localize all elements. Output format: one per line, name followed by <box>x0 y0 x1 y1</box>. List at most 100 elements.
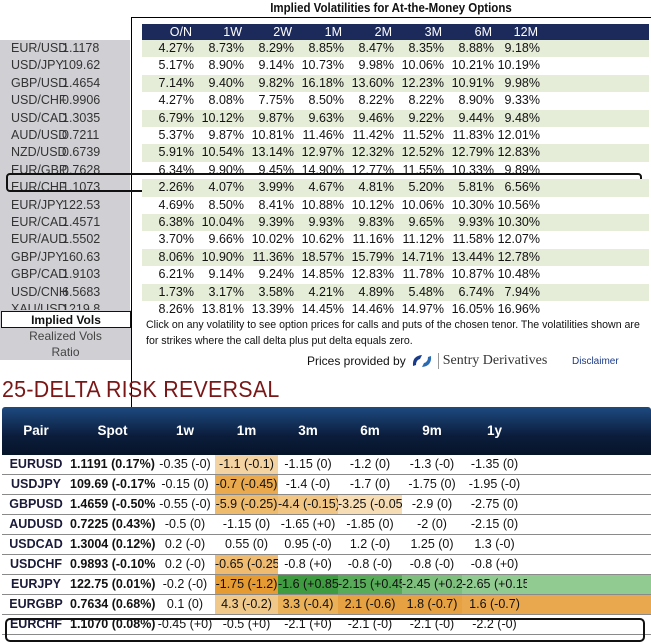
vol-cell[interactable]: 9.14% <box>208 267 244 282</box>
sidebar-pair-row[interactable]: USD/CNH 6.5683 <box>0 284 130 301</box>
vol-cell[interactable]: 12.07% <box>497 232 540 247</box>
vol-cell[interactable]: 12.32% <box>351 145 394 160</box>
vol-cell[interactable]: 14.71% <box>401 249 444 264</box>
vol-cell[interactable]: 9.14% <box>258 58 294 73</box>
rr-cell[interactable]: -1.65 (+0) <box>280 517 336 531</box>
vol-cell[interactable]: 10.12% <box>201 110 244 125</box>
rr-cell[interactable]: 0.2 (-0) <box>164 537 206 551</box>
vol-cell[interactable]: 13.14% <box>251 145 294 160</box>
rr-cell[interactable]: -0.8 (-0) <box>409 557 455 571</box>
rr-cell[interactable]: -1.15 (0) <box>284 457 332 471</box>
vol-cell[interactable]: 8.90% <box>208 58 244 73</box>
vol-cell[interactable]: 10.90% <box>201 249 244 264</box>
rr-cell[interactable]: -1.35 (0) <box>470 457 519 471</box>
vol-cell[interactable]: 12.78% <box>497 249 540 264</box>
vol-cell[interactable]: 9.24% <box>258 267 294 282</box>
sidebar-pair-row[interactable]: GBP/JPY 160.63 <box>0 249 130 266</box>
vol-cell[interactable]: 8.26% <box>158 302 194 316</box>
vol-cell[interactable]: 10.33% <box>451 162 494 177</box>
vol-cell[interactable]: 13.60% <box>351 75 394 90</box>
vol-cell[interactable]: 4.07% <box>208 180 244 195</box>
vol-cell[interactable]: 8.22% <box>358 93 394 108</box>
vol-cell[interactable]: 9.18% <box>504 41 540 55</box>
vol-cell[interactable]: 11.58% <box>452 232 494 247</box>
vol-cell[interactable]: 10.91% <box>451 75 494 90</box>
sidebar-pair-row[interactable]: EUR/USD 1.1178 <box>0 40 130 57</box>
rr-cell[interactable]: -0.7 (-0.45) <box>215 475 278 494</box>
vol-cell[interactable]: 11.16% <box>352 232 394 247</box>
rr-cell[interactable]: 0.95 (-0) <box>284 537 332 551</box>
vol-cell[interactable]: 18.57% <box>301 249 344 264</box>
tab-realized-vols[interactable]: Realized Vols <box>29 328 102 343</box>
rr-cell[interactable]: -1.75 (0) <box>408 477 456 491</box>
sidebar-pair-row[interactable]: AUD/USD 0.7211 <box>0 127 130 144</box>
vol-cell[interactable]: 11.36% <box>252 249 294 264</box>
rr-cell[interactable]: -0.8 (+0) <box>284 557 332 571</box>
vol-cell[interactable]: 10.30% <box>497 215 540 229</box>
rr-cell[interactable]: -2 (0) <box>417 517 447 531</box>
vol-cell[interactable]: 16.96% <box>497 302 540 316</box>
vol-cell[interactable]: 5.17% <box>158 58 194 73</box>
vol-cell[interactable]: 4.27% <box>158 93 194 108</box>
vol-cell[interactable]: 9.44% <box>458 110 494 125</box>
vol-cell[interactable]: 7.14% <box>158 75 194 90</box>
rr-cell[interactable]: -2.2 (-0) <box>472 617 517 631</box>
rr-cell[interactable]: -1.75 (-1.2) <box>215 575 278 594</box>
vol-cell[interactable]: 10.62% <box>301 232 344 247</box>
vol-cell[interactable]: 4.27% <box>158 41 194 55</box>
rr-cell[interactable]: -1.1 (-0.1) <box>215 455 278 474</box>
vol-cell[interactable]: 9.22% <box>408 110 444 125</box>
vol-cell[interactable]: 7.75% <box>258 93 294 108</box>
rr-cell[interactable]: -0.8 (-0) <box>347 557 393 571</box>
rr-cell[interactable]: -2.1 (-0) <box>347 617 393 631</box>
vol-cell[interactable]: 14.46% <box>351 302 394 316</box>
vol-cell[interactable]: 3.70% <box>158 232 194 247</box>
rr-cell[interactable]: 1.25 (0) <box>410 537 454 551</box>
vol-cell[interactable]: 9.65% <box>408 215 444 229</box>
vol-cell[interactable]: 8.41% <box>258 197 294 212</box>
provider-name[interactable]: Sentry Derivatives <box>437 353 547 369</box>
vol-cell[interactable]: 10.54% <box>201 145 244 160</box>
rr-cell[interactable]: -1.6 (+0.85) <box>278 575 338 594</box>
rr-cell[interactable]: -2.1 (-0) <box>409 617 455 631</box>
vol-cell[interactable]: 10.48% <box>497 267 540 282</box>
vol-cell[interactable]: 9.90% <box>208 162 244 177</box>
rr-cell[interactable]: -0.15 (0) <box>161 477 209 491</box>
rr-cell[interactable]: -0.65 (-0.25) <box>215 555 278 574</box>
vol-cell[interactable]: 12.83% <box>497 145 540 160</box>
rr-cell[interactable]: 4.3 (-0.2) <box>215 595 278 614</box>
vol-cell[interactable]: 8.50% <box>308 93 344 108</box>
rr-cell[interactable]: -1.85 (0) <box>346 517 394 531</box>
sidebar-pair-row[interactable]: NZD/USD 0.6739 <box>0 144 130 161</box>
vol-cell[interactable]: 9.45% <box>258 162 294 177</box>
vol-cell[interactable]: 8.50% <box>208 197 244 212</box>
rr-cell[interactable]: -1.2 (0) <box>349 457 391 471</box>
rr-cell[interactable]: -0.5 (0) <box>164 517 206 531</box>
sidebar-pair-row[interactable]: EUR/JPY 122.53 <box>0 197 130 214</box>
rr-cell[interactable]: -2.9 (0) <box>411 497 453 511</box>
vol-cell[interactable]: 11.52% <box>402 128 444 142</box>
vol-cell[interactable]: 5.81% <box>458 180 494 195</box>
rr-cell[interactable]: 0.2 (-0) <box>164 557 206 571</box>
rr-cell[interactable]: -2.1 (+0) <box>284 617 332 631</box>
vol-cell[interactable]: 5.20% <box>408 180 444 195</box>
rr-cell[interactable]: -5.9 (-0.25) <box>215 495 278 514</box>
vol-cell[interactable]: 9.33% <box>504 93 540 108</box>
vol-cell[interactable]: 12.83% <box>351 267 394 282</box>
vol-cell[interactable]: 12.52% <box>401 145 444 160</box>
rr-cell[interactable]: -1.7 (0) <box>349 477 391 491</box>
vol-cell[interactable]: 5.48% <box>408 284 444 299</box>
vol-cell[interactable]: 8.22% <box>408 93 444 108</box>
vol-cell[interactable]: 9.66% <box>208 232 244 247</box>
sidebar-pair-row[interactable]: EUR/AUD 1.5502 <box>0 231 130 248</box>
vol-cell[interactable]: 10.88% <box>301 197 344 212</box>
vol-cell[interactable]: 15.79% <box>351 249 394 264</box>
vol-cell[interactable]: 9.93% <box>308 215 344 229</box>
vol-cell[interactable]: 14.90% <box>301 162 344 177</box>
tab-ratio[interactable]: Ratio <box>51 345 80 359</box>
rr-cell[interactable]: 0.1 (0) <box>166 597 204 611</box>
rr-cell[interactable]: -1.15 (0) <box>222 517 271 531</box>
vol-cell[interactable]: 6.38% <box>158 215 194 229</box>
vol-cell[interactable]: 6.21% <box>158 267 194 282</box>
vol-cell[interactable]: 11.83% <box>452 128 494 142</box>
